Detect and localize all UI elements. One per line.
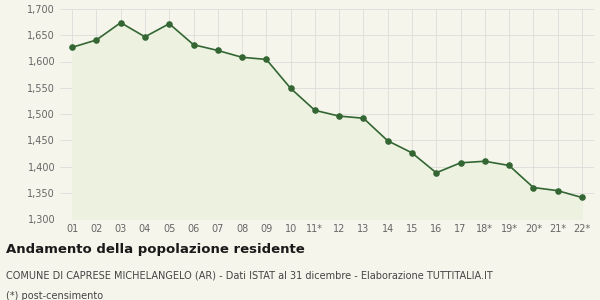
- Point: [383, 138, 392, 143]
- Point: [286, 86, 295, 91]
- Point: [164, 21, 174, 26]
- Point: [480, 159, 490, 164]
- Point: [431, 170, 441, 175]
- Point: [213, 48, 223, 53]
- Point: [67, 45, 77, 50]
- Text: COMUNE DI CAPRESE MICHELANGELO (AR) - Dati ISTAT al 31 dicembre - Elaborazione T: COMUNE DI CAPRESE MICHELANGELO (AR) - Da…: [6, 270, 493, 280]
- Text: Andamento della popolazione residente: Andamento della popolazione residente: [6, 243, 305, 256]
- Point: [529, 185, 538, 190]
- Point: [92, 38, 101, 42]
- Point: [237, 55, 247, 60]
- Point: [334, 114, 344, 118]
- Point: [310, 108, 320, 113]
- Point: [359, 116, 368, 121]
- Point: [188, 42, 198, 47]
- Point: [262, 57, 271, 62]
- Point: [116, 20, 125, 25]
- Point: [504, 163, 514, 168]
- Point: [407, 151, 417, 155]
- Point: [553, 188, 562, 193]
- Point: [577, 195, 587, 200]
- Point: [140, 34, 150, 39]
- Point: [456, 160, 466, 165]
- Text: (*) post-censimento: (*) post-censimento: [6, 291, 103, 300]
